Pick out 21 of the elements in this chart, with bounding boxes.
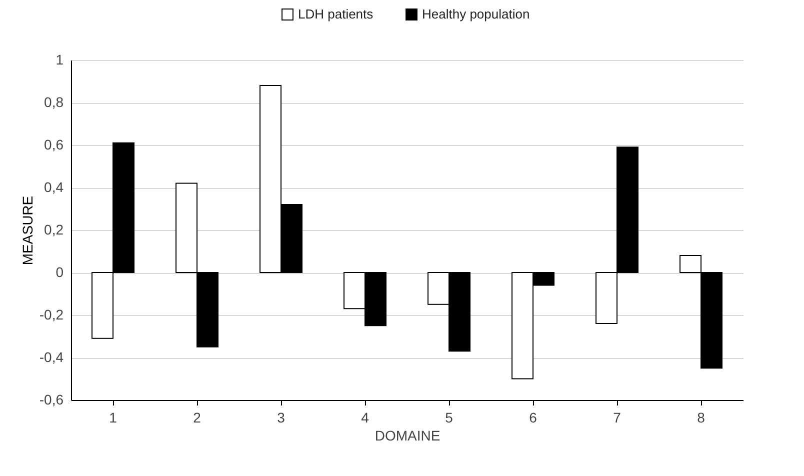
y-tick-label: 0 xyxy=(56,264,64,280)
legend-label: LDH patients xyxy=(298,6,374,22)
x-tick-label: 5 xyxy=(445,410,454,426)
x-tick-label: 1 xyxy=(109,410,118,426)
x-tick-label: 3 xyxy=(277,410,286,426)
y-tick-label: 0,4 xyxy=(44,179,64,195)
y-tick-label: -0,4 xyxy=(39,349,64,365)
legend-label: Healthy population xyxy=(422,6,530,22)
y-tick-label: -0,6 xyxy=(39,392,64,408)
x-tick-label: 8 xyxy=(697,410,706,426)
y-axis-title: MEASURE xyxy=(19,196,36,266)
x-tick-label: 2 xyxy=(193,410,202,426)
x-axis-title: DOMAINE xyxy=(374,428,440,444)
x-tick-label: 4 xyxy=(361,410,370,426)
x-tick-label: 7 xyxy=(613,410,622,426)
y-tick-label: 1 xyxy=(56,52,64,68)
y-tick-label: -0,2 xyxy=(39,306,64,322)
y-tick-label: 0,2 xyxy=(44,222,64,238)
x-tick-label: 6 xyxy=(529,410,538,426)
y-tick-label: 0,6 xyxy=(44,136,64,152)
y-tick-label: 0,8 xyxy=(44,94,64,110)
